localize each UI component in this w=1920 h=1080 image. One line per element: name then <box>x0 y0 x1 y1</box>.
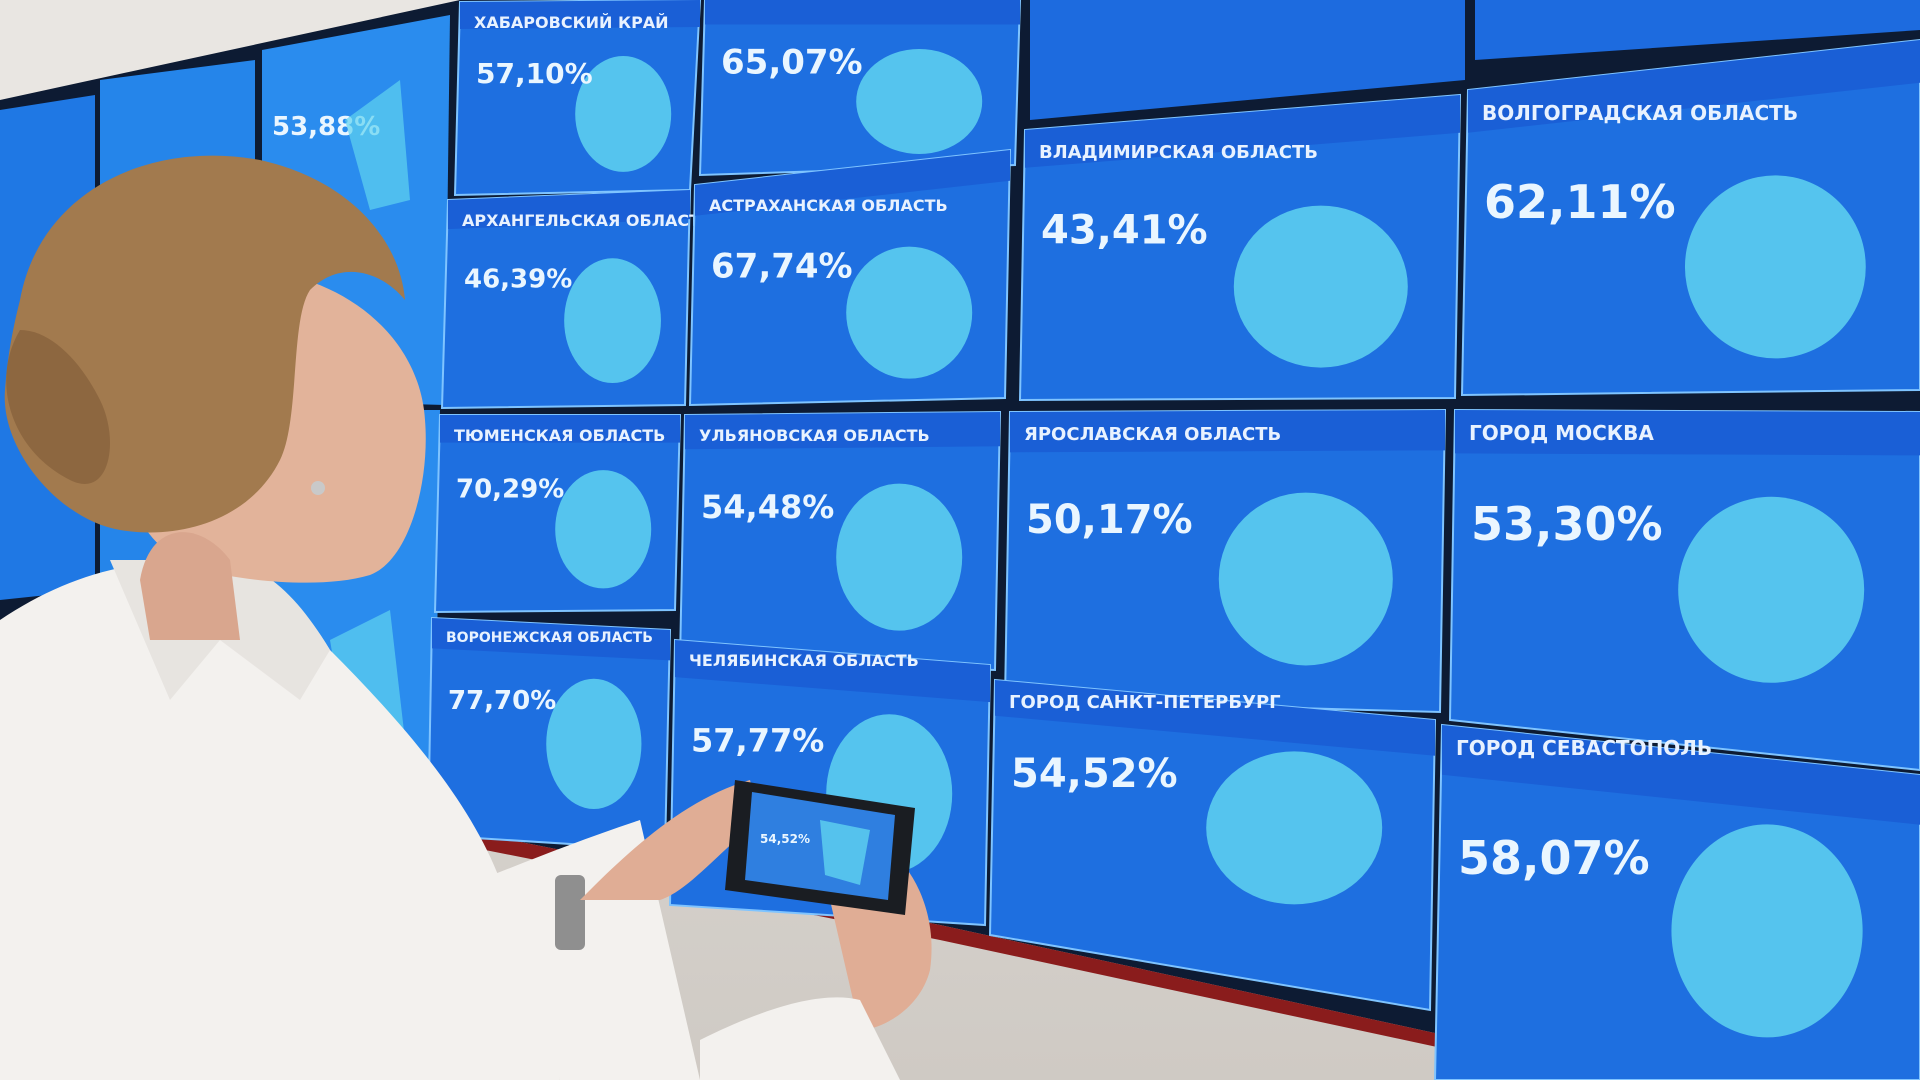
turnout-value: 57,77% <box>691 721 824 759</box>
screen-header <box>695 150 1010 216</box>
region-screen-panel: УЛЬЯНОВСКАЯ ОБЛАСТЬ 54,48% <box>678 410 1002 672</box>
turnout-value: 67,74% <box>711 246 853 286</box>
region-title: ЯРОСЛАВСКАЯ ОБЛАСТЬ <box>1024 424 1281 445</box>
screen-header <box>1442 725 1920 825</box>
region-title: ВОЛГОГРАДСКАЯ ОБЛАСТЬ <box>1482 101 1798 125</box>
region-screen-panel: ВОЛГОГРАДСКАЯ ОБЛАСТЬ 62,11% <box>1460 38 1920 397</box>
turnout-value: 53,30% <box>1471 497 1663 551</box>
region-map-shape <box>1218 492 1393 666</box>
screen-partial <box>1475 0 1920 60</box>
turnout-value: 46,39% <box>464 264 572 294</box>
screen-header <box>705 0 1020 25</box>
screen-header <box>685 412 1000 450</box>
region-map-shape <box>1684 175 1866 359</box>
region-title: УЛЬЯНОВСКАЯ ОБЛАСТЬ <box>699 426 930 445</box>
region-screen-panel: ВЛАДИМИРСКАЯ ОБЛАСТЬ 43,41% <box>1018 93 1462 402</box>
turnout-value: 65,07% <box>721 43 863 83</box>
earring <box>311 481 325 495</box>
screen-header <box>1010 410 1445 453</box>
woman <box>0 155 932 1080</box>
region-title: ВОРОНЕЖСКАЯ ОБЛАСТЬ <box>446 630 653 646</box>
region-title: ЧЕЛЯБИНСКАЯ ОБЛАСТЬ <box>689 651 919 670</box>
region-map-shape <box>1233 205 1408 368</box>
region-map-shape <box>836 483 963 631</box>
region-screen-panel: АСТРАХАНСКАЯ ОБЛАСТЬ 67,74% <box>688 148 1012 407</box>
phone-value: 54,52% <box>760 832 810 846</box>
region-title: ГОРОД МОСКВА <box>1469 421 1654 445</box>
region-map-shape <box>564 258 661 384</box>
hair-bun <box>6 330 111 484</box>
turnout-value: 54,52% <box>1011 751 1178 797</box>
screen-header <box>675 640 990 703</box>
region-title: ГОРОД СЕВАСТОПОЛЬ <box>1456 736 1712 760</box>
turnout-value: 77,70% <box>448 686 556 716</box>
region-title: ВЛАДИМИРСКАЯ ОБЛАСТЬ <box>1039 142 1318 163</box>
turnout-value: 70,29% <box>456 475 564 505</box>
region-map-shape <box>1206 751 1383 905</box>
map-shape <box>345 80 410 210</box>
neck <box>140 532 240 640</box>
wristwatch <box>555 875 585 950</box>
region-title: АРХАНГЕЛЬСКАЯ ОБЛАСТЬ <box>462 211 712 230</box>
region-screen-panel: АРХАНГЕЛЬСКАЯ ОБЛАСТЬ 46,39% <box>440 188 712 410</box>
shirt-cuff <box>700 997 900 1080</box>
screen-header <box>440 415 680 443</box>
turnout-value: 58,07% <box>1458 831 1650 885</box>
turnout-value: 62,11% <box>1484 175 1676 229</box>
screen-header <box>460 0 700 30</box>
region-map-shape <box>575 56 672 172</box>
region-map-shape <box>846 246 973 379</box>
white-shirt <box>0 560 560 1080</box>
smartphone[interactable]: 54,52% <box>725 780 915 915</box>
region-title: ГОРОД САНКТ-ПЕТЕРБУРГ <box>1009 692 1281 713</box>
region-screen-panel: ВОРОНЕЖСКАЯ ОБЛАСТЬ 77,70% <box>426 616 672 852</box>
screen-header <box>1468 40 1920 133</box>
screen-header <box>432 618 670 661</box>
region-screen-panel: ХАБАРОВСКИЙ КРАЙ 57,10% <box>453 0 702 197</box>
phone-map <box>820 820 870 885</box>
screen-header <box>995 680 1435 756</box>
region-title: ТЮМЕНСКАЯ ОБЛАСТЬ <box>454 426 665 445</box>
turnout-value: 54,48% <box>701 488 834 526</box>
region-screen-panel: ГОРОД СЕВАСТОПОЛЬ 58,07% <box>1433 723 1920 1080</box>
turnout-value: 50,17% <box>1026 497 1193 543</box>
screen-header <box>448 190 690 230</box>
screen-header <box>1455 410 1920 456</box>
region-screen-panel: ГОРОД САНКТ-ПЕТЕРБУРГ 54,52% <box>988 678 1437 1012</box>
region-map-shape <box>555 470 652 589</box>
left-hand <box>580 780 760 900</box>
region-screen-panel: ТЮМЕНСКАЯ ОБЛАСТЬ 70,29% <box>433 414 682 614</box>
region-screen-panel: ГОРОД МОСКВА 53,30% <box>1448 408 1920 772</box>
region-screen-panel: ЯРОСЛАВСКАЯ ОБЛАСТЬ 50,17% <box>1003 408 1447 714</box>
turnout-value: 57,10% <box>476 57 593 90</box>
region-map-shape <box>1671 824 1863 1038</box>
region-title: АСТРАХАНСКАЯ ОБЛАСТЬ <box>709 196 948 215</box>
region-screen-panel: 65,07% <box>698 0 1022 177</box>
turnout-value: 43,41% <box>1041 207 1208 253</box>
region-map-shape <box>1678 496 1865 683</box>
screen-partial <box>1030 0 1465 120</box>
region-map-shape <box>856 49 983 154</box>
region-title: ХАБАРОВСКИЙ КРАЙ <box>474 13 669 32</box>
region-map-shape <box>546 678 642 809</box>
screen-header <box>1025 95 1460 168</box>
